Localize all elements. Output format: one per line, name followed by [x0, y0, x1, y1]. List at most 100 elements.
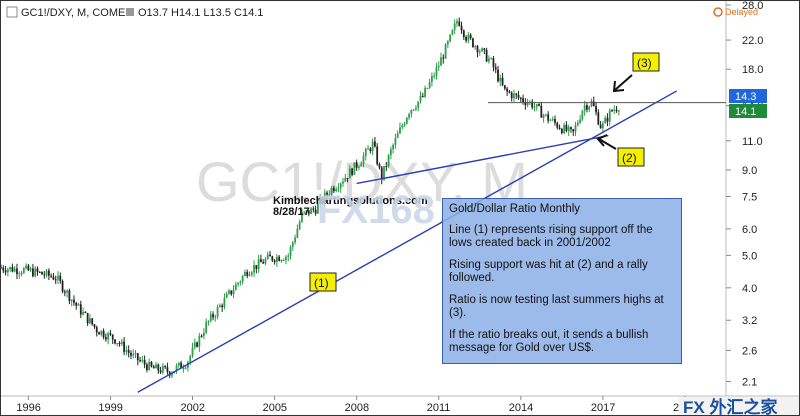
- candle-body: [109, 333, 112, 335]
- candle-body: [29, 268, 32, 271]
- candle-body: [330, 187, 333, 195]
- candle-body: [250, 272, 253, 275]
- candle-body: [405, 117, 408, 124]
- candle-body: [332, 187, 335, 192]
- candle-body: [223, 297, 226, 308]
- credit-date: 8/28/17: [273, 206, 310, 218]
- label-point2: (2): [617, 147, 645, 167]
- candle-body: [426, 87, 429, 89]
- candle-body: [246, 272, 249, 276]
- candle-body: [291, 242, 294, 247]
- candle-body: [579, 119, 581, 123]
- candle-body: [184, 367, 187, 369]
- delayed-icon: [713, 7, 723, 17]
- y-tick-label: 22.0: [742, 35, 763, 47]
- candle-body: [408, 114, 410, 118]
- candle-body: [100, 330, 103, 335]
- candle-body: [469, 34, 472, 39]
- info-line: Ratio is now testing last summers highs …: [449, 294, 664, 319]
- y-tick-label: 2.6: [742, 345, 757, 357]
- candle-body: [116, 343, 119, 345]
- candle-body: [453, 23, 456, 30]
- candle-body: [319, 197, 322, 204]
- candle-body: [323, 192, 326, 203]
- candle-body: [335, 189, 338, 192]
- candle-body: [289, 246, 292, 256]
- y-tick-label: 6.0: [742, 224, 757, 236]
- candle-body: [25, 265, 27, 269]
- candle-body: [355, 162, 358, 168]
- candle-body: [617, 110, 620, 112]
- candle-body: [4, 270, 7, 273]
- candle-body: [446, 41, 449, 45]
- x-tick-label: 2017: [591, 402, 615, 414]
- candle-body: [278, 256, 281, 262]
- y-tick-label: 9.0: [742, 165, 757, 177]
- candle-body: [551, 118, 554, 121]
- candle-body: [554, 118, 556, 123]
- candle-body: [16, 268, 18, 275]
- credit-site: Kimblechartingsolutions.com: [273, 195, 428, 207]
- candle-body: [476, 46, 479, 53]
- candle-body: [27, 265, 30, 271]
- candle-body: [269, 254, 271, 257]
- candle-body: [301, 212, 303, 222]
- candle-body: [346, 178, 349, 180]
- candle-body: [485, 49, 488, 62]
- candle-body: [177, 362, 180, 366]
- y-tick-label: 2.1: [742, 376, 757, 388]
- candle-body: [590, 101, 593, 107]
- candle-body: [164, 366, 167, 368]
- candle-body: [576, 122, 579, 126]
- candle-body: [410, 109, 413, 115]
- candle-body: [232, 290, 235, 295]
- candle-body: [43, 274, 46, 276]
- candle-body: [79, 304, 82, 315]
- candle-body: [262, 262, 265, 264]
- candle-body: [86, 312, 89, 324]
- candle-body: [437, 65, 440, 68]
- candle-body: [472, 38, 474, 47]
- chart-type-icon[interactable]: [6, 6, 18, 18]
- candle-body: [307, 210, 310, 215]
- candle-body: [239, 281, 242, 283]
- candle-body: [130, 352, 132, 356]
- candle-body: [161, 366, 164, 373]
- settings-icon[interactable]: [126, 8, 134, 16]
- candle-body: [136, 353, 139, 361]
- candle-body: [499, 77, 502, 82]
- candle-body: [305, 210, 308, 212]
- candle-body: [510, 92, 513, 99]
- arrow-point2: [596, 134, 617, 150]
- candle-body: [517, 94, 520, 98]
- candle-body: [560, 129, 563, 134]
- candle-body: [606, 117, 609, 122]
- svg-text:(3): (3): [637, 56, 652, 70]
- candle-body: [196, 342, 198, 347]
- candle-body: [444, 44, 447, 59]
- candle-body: [200, 335, 203, 337]
- candle-body: [503, 85, 506, 89]
- candle-body: [312, 208, 315, 210]
- candle-body: [383, 166, 385, 180]
- svg-text:(2): (2): [622, 151, 637, 165]
- candle-body: [565, 124, 568, 131]
- candle-body: [417, 101, 420, 109]
- candle-body: [47, 270, 50, 276]
- header-bar: GC1!/DXY, M, COMEX O13.7 H14.1 L13.5 C14…: [6, 6, 758, 19]
- candle-body: [214, 316, 217, 318]
- candle-body: [132, 353, 135, 356]
- candle-body: [364, 148, 367, 156]
- info-line: Line (1) represents rising support off t…: [449, 224, 653, 249]
- candle-body: [273, 260, 276, 263]
- candle-body: [385, 166, 388, 168]
- candle-body: [597, 112, 600, 125]
- last-price-tag: 14.1: [729, 104, 767, 118]
- x-tick-label: 2014: [509, 402, 533, 414]
- candle-body: [412, 109, 415, 111]
- candle-body: [148, 361, 151, 370]
- candle-body: [123, 341, 126, 352]
- candle-body: [75, 302, 78, 306]
- candle-body: [608, 110, 611, 122]
